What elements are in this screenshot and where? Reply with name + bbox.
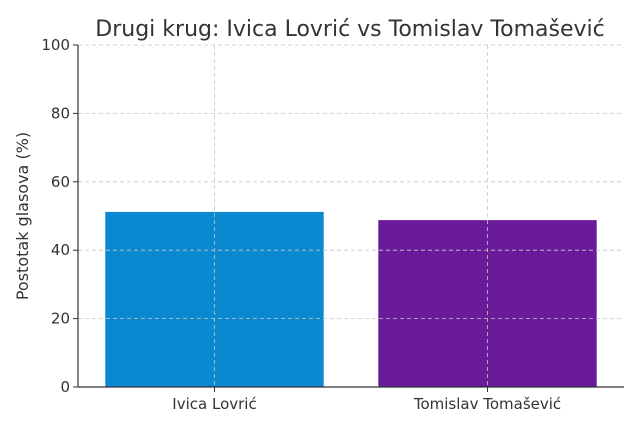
grid-lines bbox=[78, 44, 624, 387]
bar bbox=[378, 220, 597, 387]
y-tick-label: 60 bbox=[51, 173, 70, 191]
y-tick-label: 80 bbox=[51, 104, 70, 122]
y-tick-label: 0 bbox=[60, 378, 70, 396]
axes bbox=[73, 44, 624, 392]
x-tick-label: Tomislav Tomašević bbox=[413, 395, 561, 413]
tick-labels: 0 20 40 60 80 100 Ivica Lovrić Tomislav Tomašev… bbox=[41, 36, 561, 413]
y-tick-label: 100 bbox=[41, 36, 70, 54]
x-tick-label: Ivica Lovrić bbox=[172, 395, 256, 413]
y-tick-label: 20 bbox=[51, 310, 70, 328]
bars bbox=[105, 211, 597, 387]
y-axis-label: Postotak glasova (%) bbox=[13, 132, 32, 300]
y-tick-label: 40 bbox=[51, 241, 70, 259]
chart-title: Drugi krug: Ivica Lovrić vs Tomislav Tom… bbox=[95, 17, 604, 42]
